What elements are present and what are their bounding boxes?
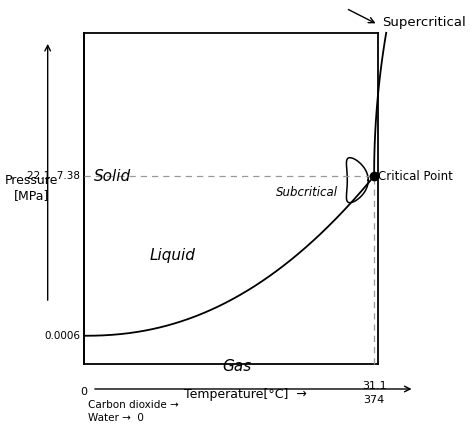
Text: Critical Point: Critical Point <box>378 170 453 183</box>
Text: 22.1  7.38: 22.1 7.38 <box>27 171 80 181</box>
Text: Gas: Gas <box>222 359 252 374</box>
Text: Water →  0: Water → 0 <box>88 413 144 423</box>
Text: 0: 0 <box>81 387 88 397</box>
Text: 31.1: 31.1 <box>362 381 386 391</box>
Text: Liquid: Liquid <box>150 248 196 263</box>
Text: Temperature[°C]  →: Temperature[°C] → <box>184 388 307 401</box>
Text: Subcritical: Subcritical <box>276 186 338 199</box>
Text: 374: 374 <box>364 395 385 405</box>
Text: Supercritical: Supercritical <box>382 16 466 29</box>
Text: Pressure
[MPa]: Pressure [MPa] <box>5 174 58 202</box>
Text: Solid: Solid <box>93 169 131 184</box>
Text: 0.0006: 0.0006 <box>44 331 80 341</box>
Text: Carbon dioxide →: Carbon dioxide → <box>88 400 179 410</box>
